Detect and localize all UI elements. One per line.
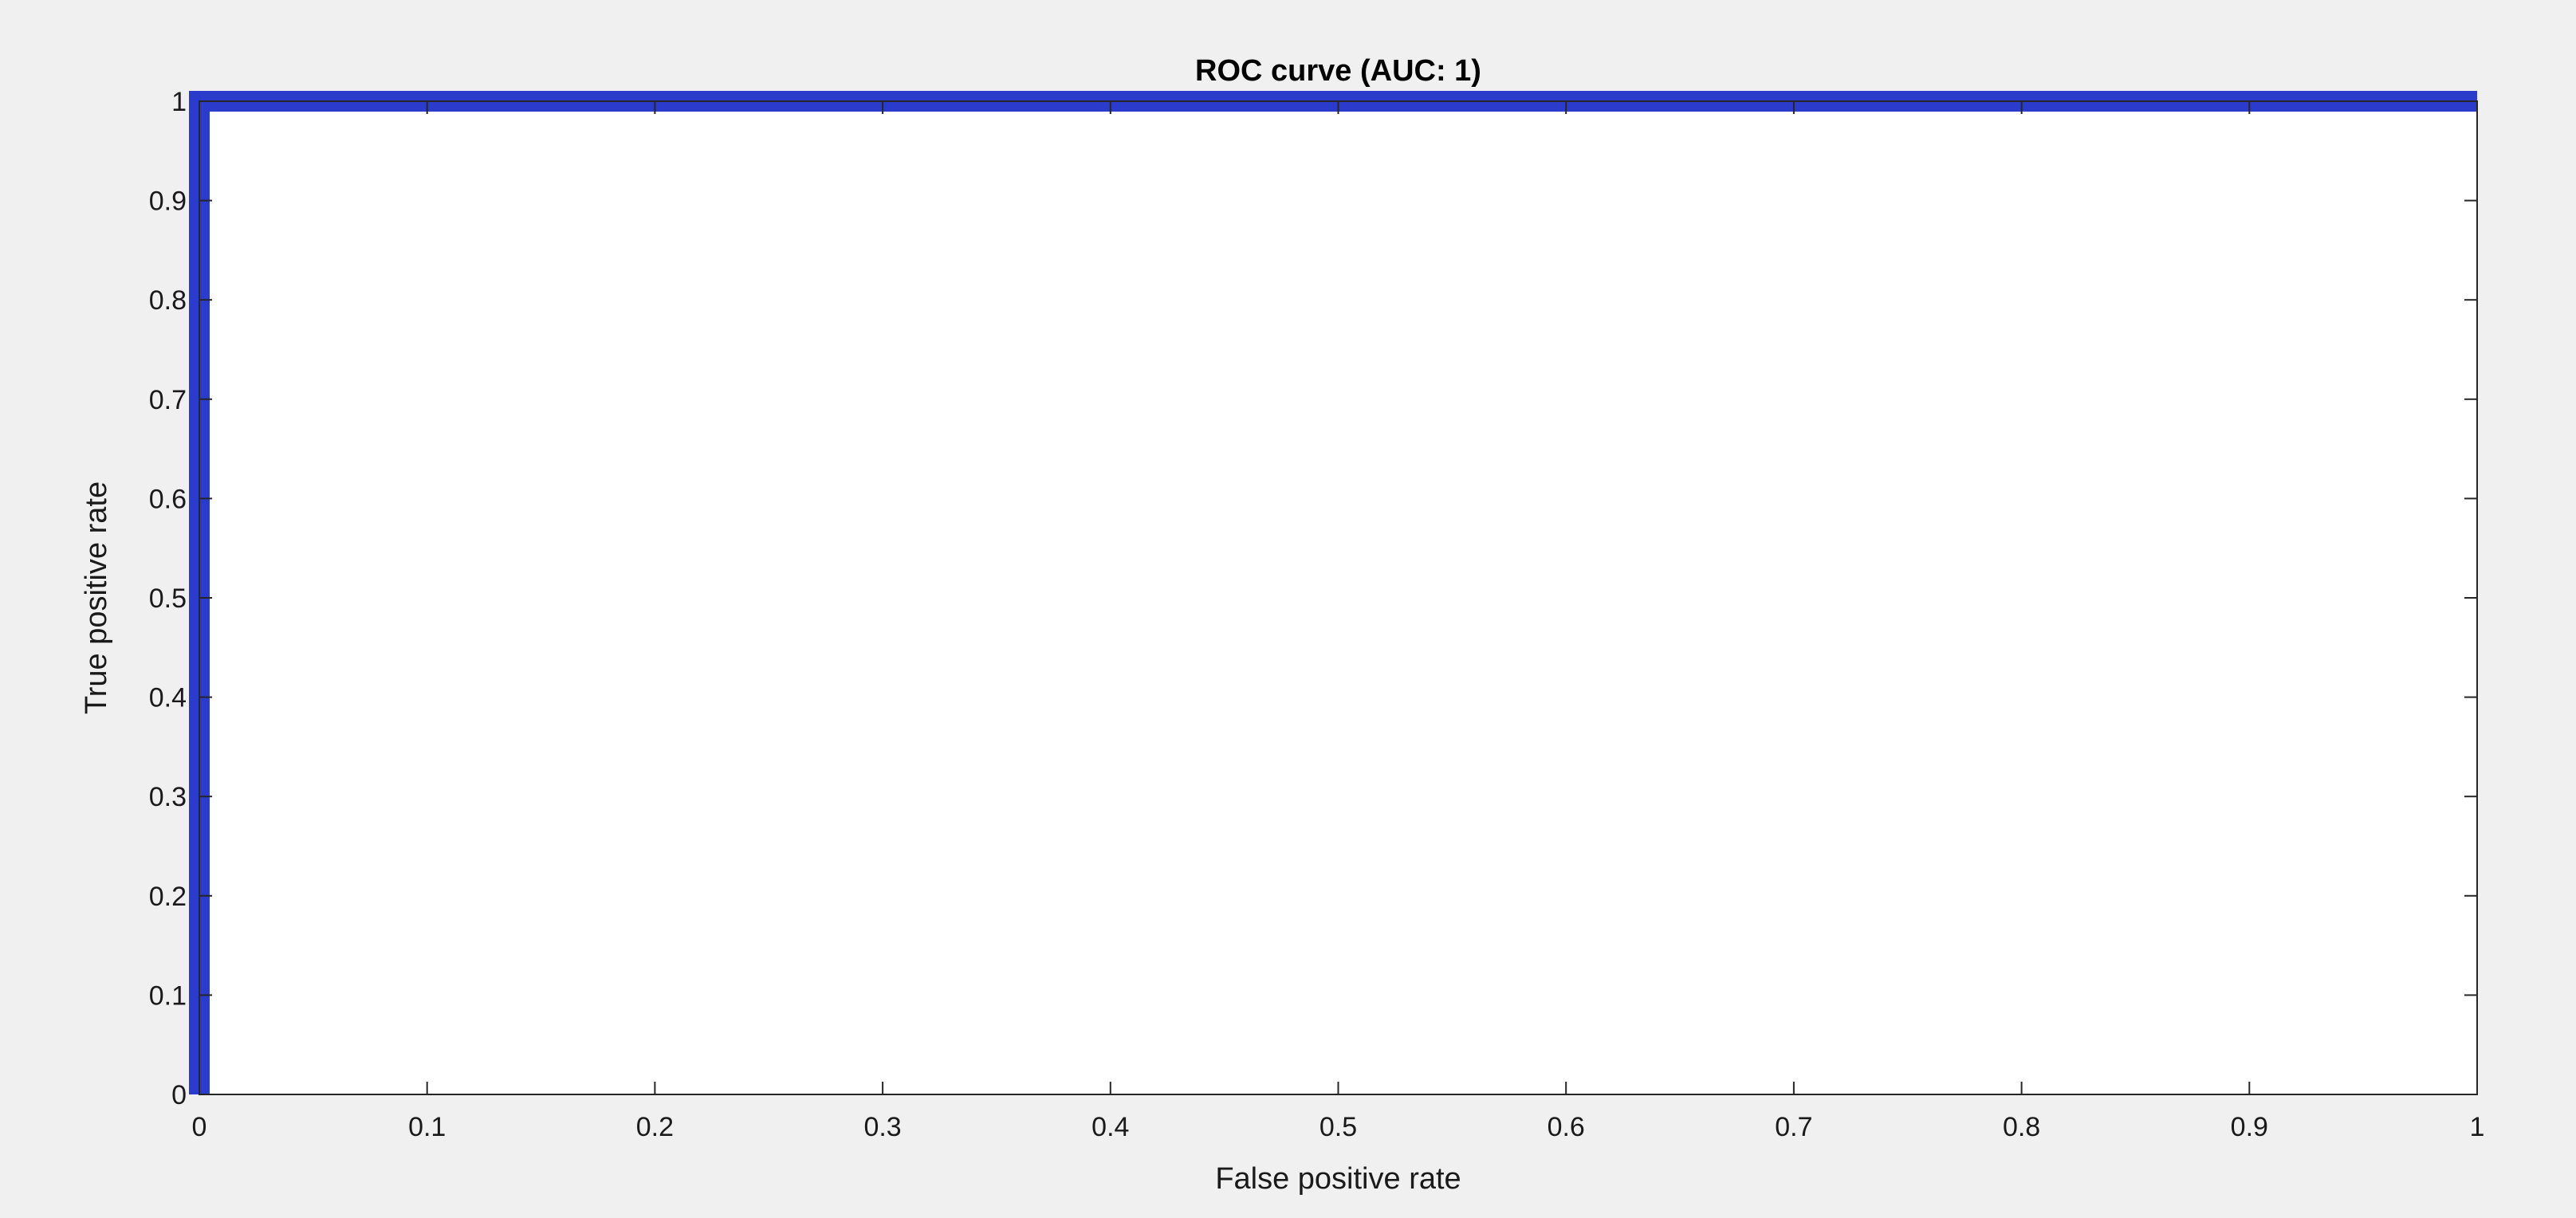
y-tick-label: 0.6 [149,484,187,514]
x-tick-label: 1 [2470,1112,2485,1142]
chart-title: ROC curve (AUC: 1) [1195,54,1481,88]
y-axis: 0 0.1 0.2 0.3 0.4 0.5 0.6 0.7 0.8 0.9 1 [149,87,2477,1110]
y-tick-label: 0.8 [149,285,187,316]
x-axis: 0 0.1 0.2 0.3 0.4 0.5 0.6 0.7 0.8 0.9 1 [192,101,2485,1142]
y-tick-label: 1 [171,87,187,117]
x-tick-label: 0.5 [1319,1112,1357,1142]
y-tick-label: 0.3 [149,782,187,812]
x-tick-label: 0.8 [2003,1112,2040,1142]
plot-area [199,101,2477,1094]
y-tick-label: 0.9 [149,187,187,217]
x-axis-label: False positive rate [1215,1162,1461,1196]
y-tick-label: 0.5 [149,583,187,614]
x-tick-label: 0.2 [636,1112,674,1142]
y-axis-label: True positive rate [80,481,113,714]
x-tick-label: 0.6 [1548,1112,1585,1142]
y-tick-label: 0 [171,1080,187,1110]
y-tick-label: 0.4 [149,683,187,713]
x-tick-label: 0.3 [863,1112,901,1142]
y-tick-label: 0.2 [149,882,187,912]
y-tick-label: 0.1 [149,980,187,1011]
x-tick-label: 0.7 [1775,1112,1812,1142]
x-tick-label: 0 [192,1112,207,1142]
x-tick-label: 0.1 [408,1112,446,1142]
x-tick-label: 0.4 [1091,1112,1129,1142]
x-tick-label: 0.9 [2231,1112,2268,1142]
y-tick-label: 0.7 [149,385,187,415]
